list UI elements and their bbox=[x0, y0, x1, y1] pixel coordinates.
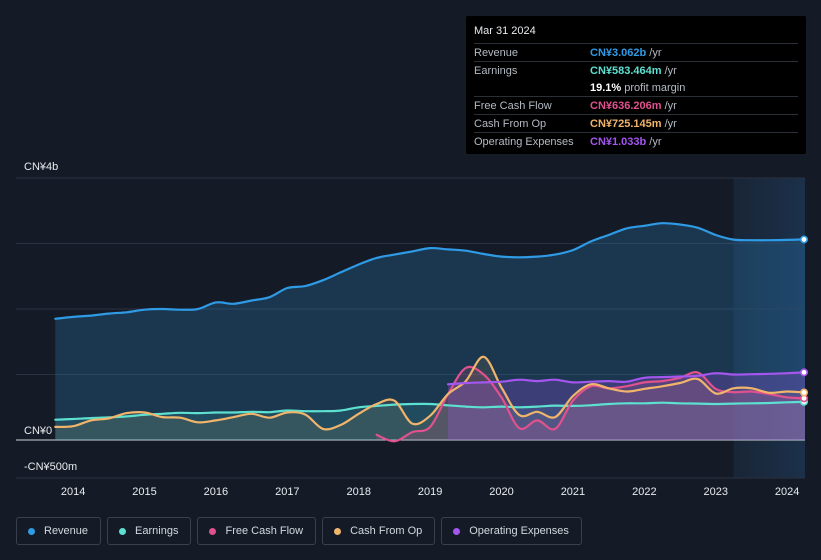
tooltip-row-label: Earnings bbox=[474, 64, 518, 77]
legend-item-earnings[interactable]: Earnings bbox=[107, 517, 192, 545]
tooltip-row-unit: /yr bbox=[664, 64, 677, 77]
legend: Revenue Earnings Free Cash Flow Cash Fro… bbox=[16, 517, 582, 547]
x-tick-label: 2024 bbox=[775, 486, 799, 498]
earnings-area bbox=[55, 401, 806, 440]
x-tick-label: 2018 bbox=[346, 486, 370, 498]
tooltip-row-label: Revenue bbox=[474, 46, 519, 59]
tooltip-row-unit: /yr bbox=[649, 46, 662, 59]
tooltip-date: Mar 31 2024 bbox=[474, 25, 536, 37]
tooltip-row-label: Cash From Op bbox=[474, 117, 547, 130]
legend-item-cash-from-op[interactable]: Cash From Op bbox=[322, 517, 436, 545]
x-tick-label: 2017 bbox=[275, 486, 299, 498]
legend-label: Earnings bbox=[135, 525, 179, 537]
legend-item-free-cash-flow[interactable]: Free Cash Flow bbox=[197, 517, 317, 545]
y-tick-label-top: CN¥4b bbox=[24, 161, 58, 173]
x-tick-label: 2016 bbox=[204, 486, 228, 498]
operating-expenses-dot-icon bbox=[453, 527, 461, 535]
tooltip-row: Earnings CN¥583.464m/yr bbox=[474, 61, 798, 79]
y-tick-label-zero: CN¥0 bbox=[24, 425, 52, 437]
tooltip-row: 19.1% profit margin bbox=[474, 79, 798, 96]
legend-label: Revenue bbox=[44, 525, 89, 537]
revenue-dot-icon bbox=[28, 527, 35, 535]
cash-from-op-end-point bbox=[799, 388, 808, 397]
x-tick-label: 2019 bbox=[418, 486, 442, 498]
tooltip-row: Revenue CN¥3.062b/yr bbox=[474, 43, 798, 61]
legend-item-operating-expenses[interactable]: Operating Expenses bbox=[441, 517, 582, 545]
tooltip-row-unit: /yr bbox=[664, 99, 677, 112]
operating-expenses-end-point bbox=[799, 368, 808, 377]
legend-item-revenue[interactable]: Revenue bbox=[16, 517, 102, 545]
tooltip-row-label: Operating Expenses bbox=[474, 135, 574, 148]
operating-expenses-line bbox=[446, 371, 807, 386]
free-cash-flow-area bbox=[376, 366, 805, 442]
x-tick-label: 2022 bbox=[632, 486, 656, 498]
x-tick-label: 2021 bbox=[561, 486, 585, 498]
tooltip-row-unit: profit margin bbox=[624, 81, 686, 94]
cash-from-op-dot-icon bbox=[334, 527, 342, 535]
tooltip-row: Free Cash Flow CN¥636.206m/yr bbox=[474, 96, 798, 114]
tooltip-row-value: CN¥583.464m bbox=[590, 64, 662, 77]
x-tick-label: 2015 bbox=[132, 486, 156, 498]
tooltip-row-value: CN¥636.206m bbox=[590, 99, 662, 112]
tooltip-row-unit: /yr bbox=[664, 117, 677, 130]
cash-from-op-line bbox=[54, 355, 807, 431]
tooltip-row-unit: /yr bbox=[649, 135, 662, 148]
earnings-line bbox=[54, 400, 807, 421]
tooltip-row: Cash From Op CN¥725.145m/yr bbox=[474, 114, 798, 132]
tooltip-row-value: CN¥1.033b bbox=[590, 135, 647, 148]
highlight-region bbox=[733, 178, 805, 478]
free-cash-flow-dot-icon bbox=[209, 527, 217, 535]
legend-label: Free Cash Flow bbox=[225, 525, 304, 537]
revenue-end-point bbox=[799, 235, 808, 244]
x-tick-label: 2023 bbox=[704, 486, 728, 498]
cash-from-op-area bbox=[55, 356, 806, 440]
tooltip-row-value: 19.1% bbox=[590, 81, 622, 94]
x-tick-label: 2020 bbox=[489, 486, 513, 498]
revenue-area bbox=[55, 223, 806, 440]
tooltip-row: Operating Expenses CN¥1.033b/yr bbox=[474, 132, 798, 150]
tooltip-row-value: CN¥3.062b bbox=[590, 46, 647, 59]
data-tooltip: Mar 31 2024 Revenue CN¥3.062b/yr Earnings C… bbox=[466, 16, 806, 154]
legend-label: Cash From Op bbox=[350, 525, 423, 537]
tooltip-row-value: CN¥725.145m bbox=[590, 117, 662, 130]
legend-label: Operating Expenses bbox=[469, 525, 569, 537]
revenue-line bbox=[54, 222, 807, 320]
earnings-dot-icon bbox=[119, 527, 127, 535]
x-tick-label: 2014 bbox=[61, 486, 85, 498]
y-tick-label-bottom: -CN¥500m bbox=[24, 461, 77, 473]
tooltip-row-label: Free Cash Flow bbox=[474, 99, 552, 112]
